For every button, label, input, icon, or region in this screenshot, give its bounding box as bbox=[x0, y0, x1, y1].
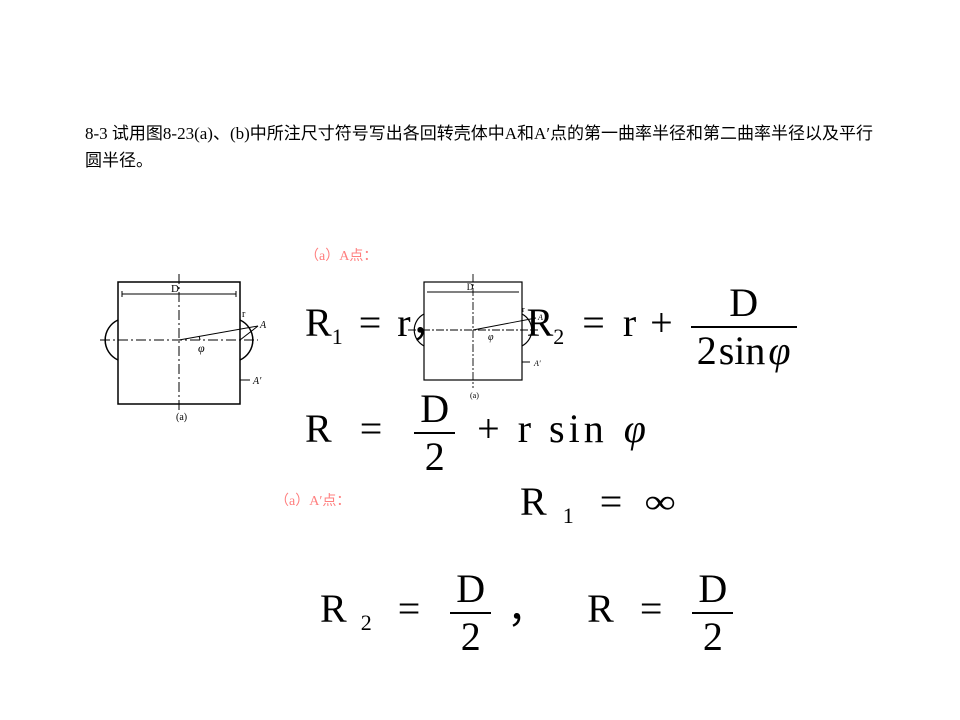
eq1-R2-sub: 2 bbox=[553, 324, 564, 349]
eq4-fraction-1: D 2 bbox=[450, 568, 491, 658]
eq2-frac-den: 2 bbox=[414, 436, 455, 478]
eq4-frac2-num: D bbox=[692, 568, 733, 610]
eq1-eq: = bbox=[359, 300, 382, 345]
eq1-plus: + bbox=[650, 300, 673, 345]
eq3-infinity: ∞ bbox=[645, 484, 677, 522]
eq3-eq: = bbox=[600, 479, 623, 524]
eq2-R: R bbox=[305, 406, 332, 451]
eq1-frac-den-2: 2 bbox=[697, 328, 717, 373]
diagram-phi-label: φ bbox=[198, 341, 205, 355]
eq3-R1: R bbox=[520, 479, 547, 524]
equation-2: R = D 2 + r sin φ bbox=[305, 388, 646, 478]
eq4-R: R bbox=[587, 586, 614, 631]
eq2-rsin: r sin bbox=[518, 406, 608, 451]
eq1-R1: R bbox=[305, 300, 332, 345]
equation-4: R 2 = D 2 ， R = D 2 bbox=[320, 568, 737, 658]
eq4-comma: ， bbox=[507, 586, 547, 631]
equation-1: R1 = r， R2 = r + D 2sinφ bbox=[305, 282, 801, 372]
eq4-R2-sub: 2 bbox=[361, 610, 372, 635]
eq4-fraction-2: D 2 bbox=[692, 568, 733, 658]
eq3-R1-sub: 1 bbox=[563, 503, 574, 528]
diagram-left: D r A φ A′ (a) bbox=[90, 270, 270, 425]
eq1-R1-sub: 1 bbox=[332, 324, 343, 349]
eq1-frac-num: D bbox=[691, 282, 797, 324]
eq1-r: r， bbox=[397, 300, 450, 345]
eq4-R2: R bbox=[320, 586, 347, 631]
eq1-R2: R bbox=[527, 300, 554, 345]
equation-3: R 1 = ∞ bbox=[520, 478, 673, 529]
eq4-eq: = bbox=[398, 586, 421, 631]
eq2-phi: φ bbox=[624, 406, 646, 451]
eq2-plus: + bbox=[477, 406, 500, 451]
diagram-A-label: A bbox=[259, 320, 267, 331]
eq2-eq: = bbox=[360, 406, 383, 451]
diagram-Aprime-label: A′ bbox=[252, 376, 262, 387]
page-root: 8-3 试用图8-23(a)、(b)中所注尺寸符号写出各回转壳体中A和A′点的第… bbox=[0, 0, 960, 720]
eq1-frac-den-sin: sin bbox=[719, 328, 766, 373]
section-a-label: （a）A点： bbox=[305, 245, 377, 265]
eq4-eq2: = bbox=[640, 586, 663, 631]
eq4-frac-num: D bbox=[450, 568, 491, 610]
diagram-caption-a: (a) bbox=[176, 412, 187, 423]
diagram-r-label: r bbox=[242, 309, 246, 320]
eq2-fraction: D 2 bbox=[414, 388, 455, 478]
eq1-r2: r bbox=[623, 300, 636, 345]
eq2-frac-num: D bbox=[414, 388, 455, 430]
eq1-eq2: = bbox=[582, 300, 605, 345]
diagram-D-label: D bbox=[171, 283, 179, 295]
eq4-frac-den: 2 bbox=[450, 616, 491, 658]
section-a-prime-label: （a）A′点： bbox=[275, 490, 350, 510]
eq4-frac2-den: 2 bbox=[692, 616, 733, 658]
eq1-fraction: D 2sinφ bbox=[691, 282, 797, 372]
problem-text: 8-3 试用图8-23(a)、(b)中所注尺寸符号写出各回转壳体中A和A′点的第… bbox=[85, 120, 885, 174]
eq1-frac-den-phi: φ bbox=[768, 328, 790, 373]
